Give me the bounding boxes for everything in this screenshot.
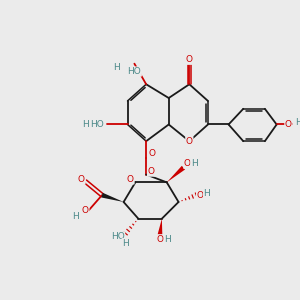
Text: HO: HO [111, 232, 124, 241]
Text: HO: HO [90, 120, 104, 129]
Text: O: O [186, 137, 193, 146]
Text: H: H [164, 235, 171, 244]
Text: O: O [156, 235, 164, 244]
Text: H: H [113, 63, 120, 72]
Polygon shape [158, 219, 162, 236]
Text: O: O [148, 167, 154, 176]
Polygon shape [167, 166, 185, 182]
Text: H: H [122, 239, 129, 248]
Text: H: H [72, 212, 79, 221]
Polygon shape [101, 193, 124, 202]
Text: O: O [78, 175, 85, 184]
Text: H: H [295, 118, 300, 127]
Text: H: H [82, 120, 89, 129]
Text: O: O [184, 159, 191, 168]
Text: O: O [148, 149, 156, 158]
Text: O: O [82, 206, 89, 215]
Text: H: H [204, 189, 210, 198]
Text: O: O [127, 175, 134, 184]
Text: O: O [186, 55, 193, 64]
Text: O: O [196, 190, 204, 200]
Text: HO: HO [128, 67, 141, 76]
Text: H: H [191, 159, 198, 168]
Text: O: O [285, 120, 292, 129]
